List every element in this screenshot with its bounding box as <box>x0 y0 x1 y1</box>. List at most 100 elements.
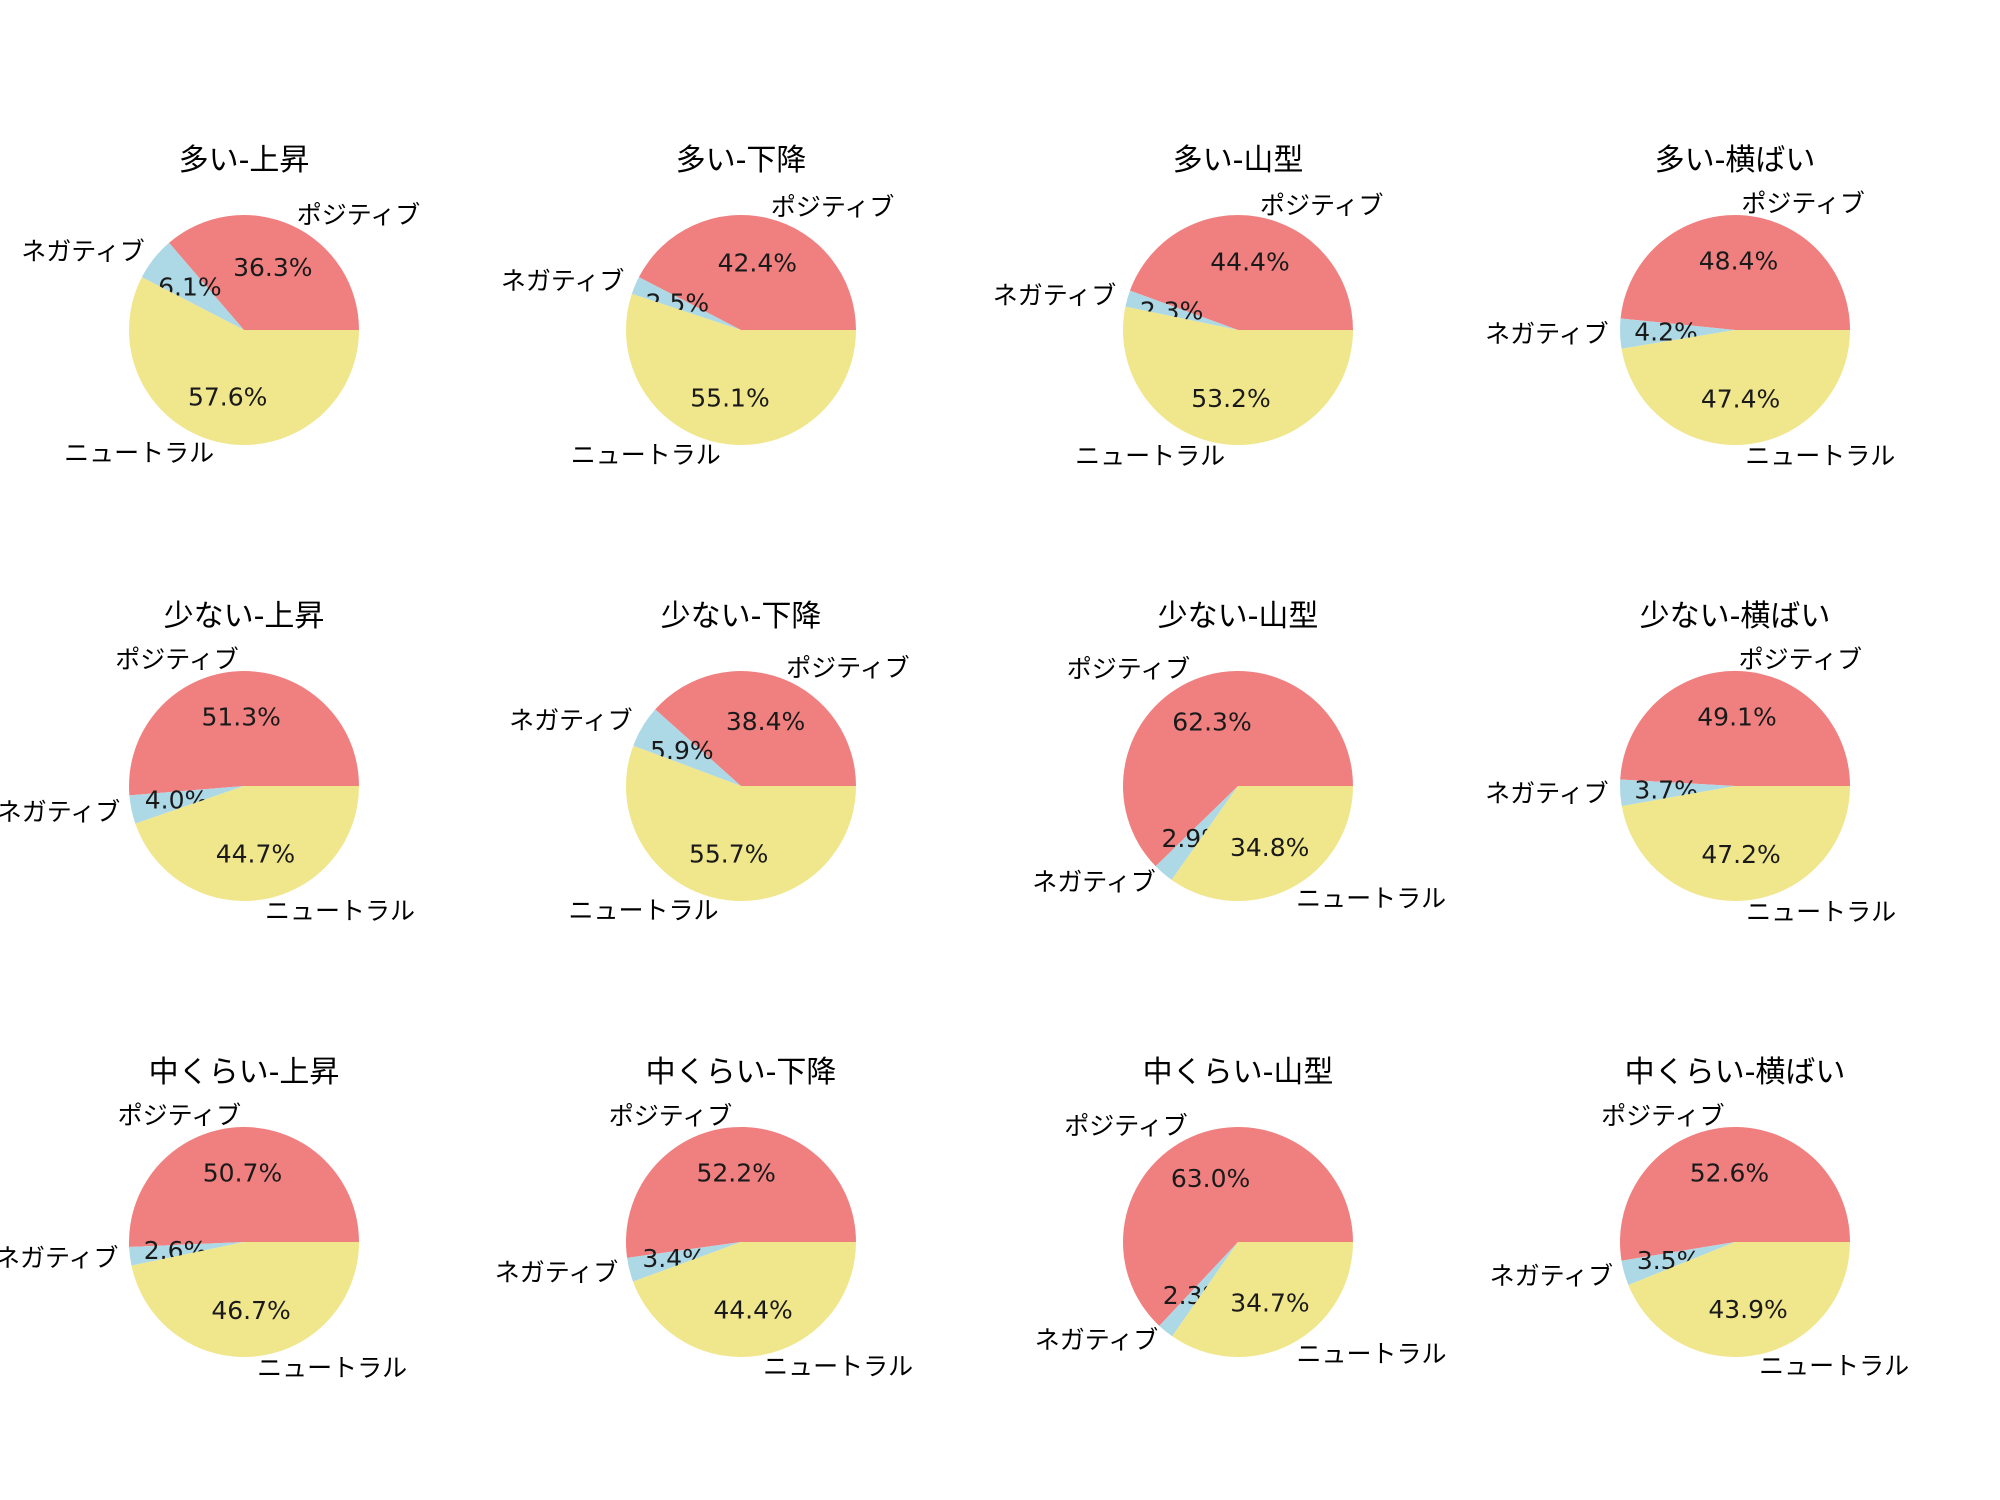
pie-slice <box>1621 786 1850 901</box>
slice-percent-label: 47.2% <box>1701 840 1780 869</box>
slice-percent-label: 62.3% <box>1172 708 1251 737</box>
slice-category-label: ポジティブ <box>1064 1111 1188 1140</box>
slice-category-label: ポジティブ <box>1741 189 1865 218</box>
slice-percent-label: 53.2% <box>1191 384 1270 413</box>
slice-category-label: ネガティブ <box>1032 868 1156 897</box>
slice-category-label: ポジティブ <box>1601 1101 1725 1130</box>
slice-category-label: ポジティブ <box>1260 191 1384 220</box>
slice-category-label: ニュートラル <box>571 440 721 469</box>
slice-percent-label: 49.1% <box>1697 703 1776 732</box>
pie-slice <box>633 709 741 786</box>
pie-slice <box>1129 215 1353 330</box>
chart-title: 多い-下降 <box>676 143 807 178</box>
pie-slice <box>626 745 856 902</box>
slice-category-label: ネガティブ <box>0 798 120 827</box>
slice-category-label: ニュートラル <box>257 1353 407 1382</box>
slice-category-label: ネガティブ <box>1490 1262 1614 1291</box>
pie-slice <box>655 671 856 786</box>
pie-slice <box>1155 786 1238 880</box>
slice-category-label: ニュートラル <box>64 438 214 467</box>
slice-percent-label: 36.3% <box>233 253 312 282</box>
chart-title: 中くらい-上昇 <box>149 1055 340 1090</box>
pie-slice <box>169 215 359 330</box>
chart-title: 少ない-下降 <box>661 599 822 634</box>
slice-category-label: ネガティブ <box>501 266 625 295</box>
pie-slice <box>626 293 856 445</box>
slice-percent-label: 63.0% <box>1171 1164 1250 1193</box>
slice-category-label: ポジティブ <box>297 201 421 230</box>
slice-percent-label: 51.3% <box>201 703 280 732</box>
pie-slice <box>1619 318 1735 349</box>
slice-category-label: ネガティブ <box>1485 320 1609 349</box>
slice-category-label: ネガティブ <box>993 281 1117 310</box>
chart-title: 中くらい-横ばい <box>1625 1055 1846 1090</box>
chart-title: 多い-山型 <box>1173 143 1304 178</box>
chart-title: 中くらい-山型 <box>1143 1055 1334 1090</box>
pie-slice <box>135 786 359 901</box>
pie-slice <box>633 1242 856 1357</box>
slice-category-label: ニュートラル <box>1297 1340 1447 1369</box>
slice-percent-label: 47.4% <box>1701 384 1780 413</box>
pie-slice <box>1123 1126 1353 1326</box>
slice-category-label: ニュートラル <box>1746 898 1896 927</box>
pie-slice <box>128 277 359 445</box>
slice-category-label: ネガティブ <box>1035 1326 1159 1355</box>
pie-slice <box>128 1127 359 1248</box>
pie-slice <box>1125 290 1238 330</box>
chart-title: 多い-上昇 <box>179 143 310 178</box>
slice-percent-label: 44.4% <box>1210 248 1289 277</box>
slice-category-label: ポジティブ <box>1739 645 1863 674</box>
slice-category-label: ポジティブ <box>609 1101 733 1130</box>
slice-category-label: ポジティブ <box>115 645 239 674</box>
pie-slice <box>638 214 856 330</box>
slice-category-label: ニュートラル <box>265 896 415 925</box>
pie-slice <box>631 277 741 330</box>
chart-title: 少ない-上昇 <box>164 599 325 634</box>
chart-title: 少ない-山型 <box>1158 599 1319 634</box>
pie-slice <box>1621 1242 1735 1286</box>
slice-percent-label: 52.6% <box>1690 1159 1769 1188</box>
pie-slice <box>1123 670 1353 867</box>
slice-percent-label: 44.4% <box>713 1295 792 1324</box>
slice-percent-label: 42.4% <box>718 249 797 278</box>
pie-slice <box>627 1242 741 1282</box>
slice-percent-label: 48.4% <box>1699 247 1778 276</box>
slice-category-label: ネガティブ <box>0 1243 119 1272</box>
pie-slice <box>1619 779 1735 807</box>
pie-slice <box>141 242 244 330</box>
slice-category-label: ニュートラル <box>763 1352 913 1381</box>
slice-percent-label: 38.4% <box>726 707 805 736</box>
slice-percent-label: 50.7% <box>203 1159 282 1188</box>
pie-slice <box>131 1242 359 1358</box>
pie-slice <box>1628 1242 1850 1358</box>
slice-percent-label: 43.9% <box>1708 1295 1787 1324</box>
slice-category-label: ポジティブ <box>771 193 895 222</box>
pie-slice <box>1621 330 1850 446</box>
slice-percent-label: 55.1% <box>690 384 769 413</box>
pie-slice <box>129 1242 244 1266</box>
slice-category-label: ポジティブ <box>786 653 910 682</box>
slice-category-label: ニュートラル <box>568 896 718 925</box>
slice-category-label: ネガティブ <box>509 706 633 735</box>
chart-title: 中くらい-下降 <box>646 1055 837 1090</box>
pie-slice <box>1123 306 1353 445</box>
slice-percent-label: 57.6% <box>188 383 267 412</box>
slice-category-label: ニュートラル <box>1296 884 1446 913</box>
slice-category-label: ネガティブ <box>1485 779 1609 808</box>
slice-category-label: ポジティブ <box>118 1101 242 1130</box>
pie-slice <box>1620 214 1850 330</box>
pie-slice <box>128 671 359 796</box>
pie-slice <box>1619 1127 1850 1261</box>
